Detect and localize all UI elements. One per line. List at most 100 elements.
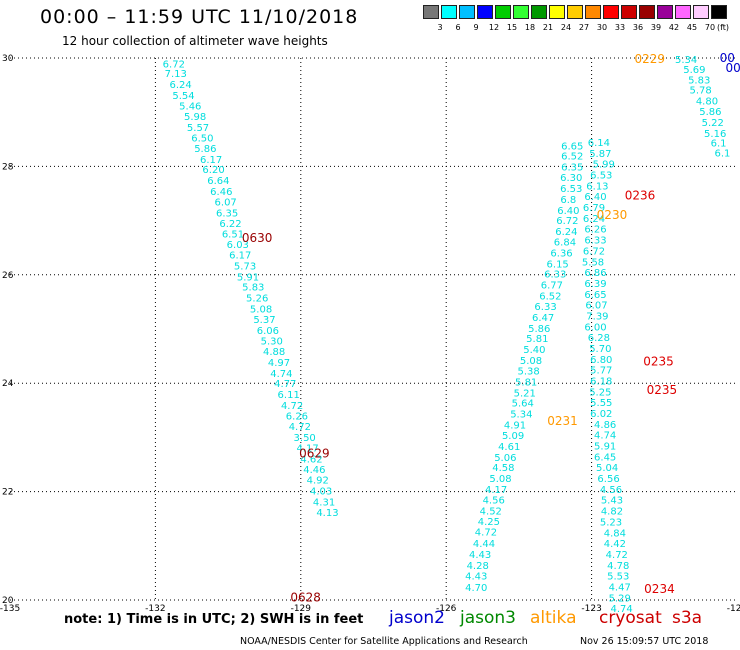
- wave-height-value: 5.78: [690, 85, 712, 96]
- wave-height-value: 5.08: [489, 474, 511, 485]
- color-swatch: [603, 5, 619, 19]
- wave-height-value: 5.73: [234, 262, 256, 273]
- wave-height-value: 6.86: [584, 268, 606, 279]
- wave-height-value: 4.97: [268, 358, 290, 369]
- wave-height-value: 5.08: [520, 356, 542, 367]
- x-tick-label: -132: [145, 604, 165, 614]
- color-scale-unit: (ft): [717, 23, 730, 32]
- wave-height-value: 6.65: [561, 141, 583, 152]
- credit-text: NOAA/NESDIS Center for Satellite Applica…: [240, 636, 528, 647]
- color-scale-label: 70: [704, 23, 716, 32]
- wave-height-value: 4.58: [492, 463, 514, 474]
- wave-height-value: 5.86: [528, 324, 550, 335]
- chart-subtitle: 12 hour collection of altimeter wave hei…: [62, 34, 328, 48]
- wave-height-value: 6.53: [560, 184, 582, 195]
- wave-height-value: 6.40: [584, 192, 606, 203]
- color-scale-label: 45: [686, 23, 698, 32]
- wave-height-value: 5.16: [704, 129, 726, 140]
- color-scale-label: 39: [650, 23, 662, 32]
- wave-height-value: 7.13: [165, 69, 187, 80]
- wave-height-value: 6.50: [191, 134, 213, 145]
- wave-height-value: 6.53: [590, 171, 612, 182]
- wave-height-value: 6.40: [557, 206, 579, 217]
- color-scale-label: 9: [473, 23, 479, 32]
- wave-height-value: 7.39: [586, 311, 608, 322]
- wave-height-value: 6.15: [547, 259, 569, 270]
- wave-height-value: 6.1: [711, 139, 727, 150]
- wave-height-value: 6.18: [590, 376, 612, 387]
- wave-height-value: 5.34: [510, 410, 532, 421]
- wave-height-value: 6.64: [207, 176, 229, 187]
- wave-height-value: 4.17: [485, 485, 507, 496]
- wave-height-value: 4.43: [469, 550, 491, 561]
- plot-grid: [10, 57, 737, 601]
- wave-height-value: 5.09: [502, 431, 524, 442]
- color-scale-label: 15: [506, 23, 518, 32]
- y-tick-label: 26: [2, 271, 14, 281]
- wave-height-value: 5.06: [494, 453, 516, 464]
- color-swatch: [549, 5, 565, 19]
- wave-height-value: 6.03: [227, 240, 249, 251]
- pass-time-label: 0628: [290, 590, 321, 604]
- color-swatch: [693, 5, 709, 19]
- color-swatch: [495, 5, 511, 19]
- wave-height-value: 6.24: [169, 80, 191, 91]
- wave-height-value: 5.57: [187, 123, 209, 134]
- pass-time-label: 0630: [242, 231, 273, 245]
- wave-height-value: 6.00: [584, 322, 606, 333]
- color-scale-label: 6: [455, 23, 461, 32]
- wave-height-value: 4.72: [606, 550, 628, 561]
- pass-time-label: 0235: [647, 383, 678, 397]
- wave-height-value: 6.39: [584, 279, 606, 290]
- wave-height-value: 5.86: [194, 144, 216, 155]
- wave-height-value: 6.33: [534, 302, 556, 313]
- chart-title: 00:00 – 11:59 UTC 11/10/2018: [40, 6, 359, 28]
- wave-height-value: 5.58: [582, 257, 604, 268]
- wave-height-value: 6.22: [219, 219, 241, 230]
- wave-height-value: 5.38: [517, 367, 539, 378]
- wave-height-value: 6.28: [588, 333, 610, 344]
- color-scale-label: 42: [668, 23, 680, 32]
- wave-height-value: 6.35: [561, 162, 583, 173]
- wave-height-value: 6.14: [588, 138, 610, 149]
- wave-height-value: 5.98: [184, 112, 206, 123]
- wave-height-value: 6.84: [554, 238, 576, 249]
- wave-height-value: 4.74: [611, 604, 633, 615]
- wave-height-value: 6.17: [229, 251, 251, 262]
- color-scale-label: 3: [437, 23, 443, 32]
- wave-height-value: 4.72: [289, 422, 311, 433]
- wave-height-value: 4.62: [300, 455, 322, 466]
- satellite-name: s3a: [672, 608, 703, 628]
- y-tick-label: 24: [2, 379, 14, 389]
- x-tick-label: -126: [436, 604, 457, 614]
- wave-height-value: 6.13: [586, 181, 608, 192]
- wave-height-value: 5.83: [242, 283, 264, 294]
- wave-height-value: 4.86: [594, 420, 616, 431]
- color-scale-label: 24: [560, 23, 572, 32]
- wave-height-value: 4.77: [274, 379, 296, 390]
- wave-height-value: 5.43: [601, 496, 623, 507]
- wave-height-value: 5.53: [607, 572, 629, 583]
- y-tick-label: 20: [2, 596, 14, 606]
- wave-height-value: 6.24: [555, 227, 577, 238]
- color-swatch: [711, 5, 727, 19]
- wave-height-value: 6.33: [584, 236, 606, 247]
- wave-height-value: 5.81: [526, 334, 548, 345]
- wave-height-value: 5.40: [523, 345, 545, 356]
- wave-height-value: 4.74: [594, 431, 616, 442]
- wave-height-value: 4.70: [465, 583, 487, 594]
- wave-height-value: 6.1: [715, 148, 731, 159]
- wave-height-value: 6.46: [210, 187, 232, 198]
- y-tick-label: 22: [2, 488, 13, 498]
- wave-height-value: 4.92: [307, 476, 329, 487]
- wave-height-value: 4.17: [296, 444, 318, 455]
- color-swatch: [423, 5, 439, 19]
- wave-height-value: 4.03: [310, 487, 332, 498]
- wave-height-value: 4.88: [263, 347, 285, 358]
- wave-height-value: 5.30: [261, 336, 283, 347]
- wave-height-value: 5.64: [512, 399, 534, 410]
- pass-time-label: 0231: [547, 414, 578, 428]
- color-scale-label: 21: [542, 23, 554, 32]
- wave-height-value: 4.91: [504, 420, 526, 431]
- wave-height-value: 4.72: [281, 401, 303, 412]
